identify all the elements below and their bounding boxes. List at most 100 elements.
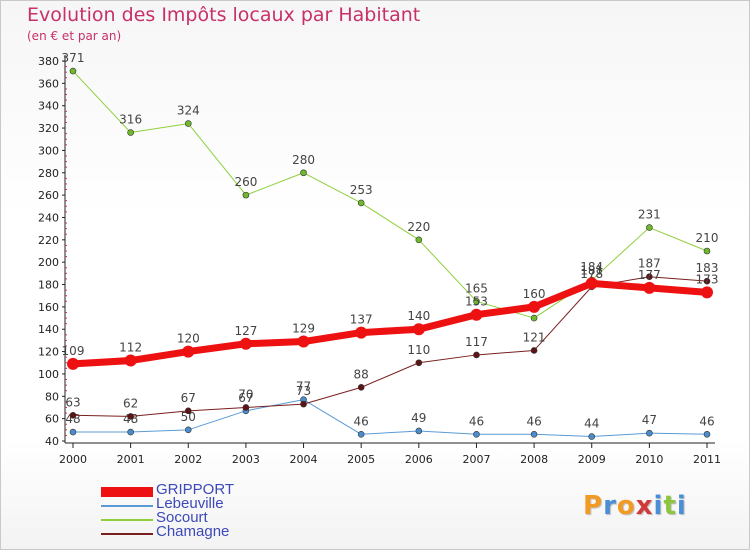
series-line-lebeuville — [72, 399, 708, 438]
data-label-chamagne: 117 — [465, 335, 488, 349]
data-label-chamagne: 63 — [65, 395, 80, 409]
data-point-socourt — [69, 67, 77, 75]
data-point-socourt — [242, 191, 250, 199]
data-point-lebeuville — [473, 430, 480, 438]
x-tick-label: 2010 — [635, 453, 663, 466]
x-tick-label: 2007 — [462, 453, 490, 466]
data-point-chamagne — [184, 407, 192, 415]
data-point-gripport — [470, 308, 483, 321]
data-point-socourt — [473, 297, 480, 305]
data-label-gripport: 177 — [638, 268, 661, 282]
y-tick-label: 260 — [38, 189, 59, 202]
x-tick-label: 2009 — [578, 453, 606, 466]
data-label-socourt: 316 — [119, 113, 142, 127]
x-tick-label: 2006 — [405, 453, 433, 466]
data-label-lebeuville: 46 — [526, 414, 541, 428]
y-tick-label: 140 — [38, 323, 59, 336]
data-label-chamagne: 62 — [123, 396, 138, 410]
data-label-chamagne: 183 — [696, 261, 719, 275]
data-label-gripport: 181 — [580, 263, 603, 277]
data-point-chamagne — [415, 359, 423, 367]
legend-item-chamagne: Chamagne — [101, 523, 361, 541]
logo-letter: r — [603, 491, 617, 521]
x-tick-label: 2011 — [693, 453, 721, 466]
y-tick-label: 340 — [38, 100, 59, 113]
data-label-gripport: 140 — [407, 309, 430, 323]
data-label-gripport: 109 — [62, 344, 85, 358]
data-label-socourt: 253 — [350, 183, 373, 197]
legend-swatch — [101, 505, 153, 507]
data-point-chamagne — [300, 400, 307, 408]
data-point-chamagne — [703, 277, 711, 285]
data-label-lebeuville: 46 — [699, 414, 714, 428]
x-tick-label: 2005 — [347, 453, 375, 466]
data-point-gripport — [297, 335, 310, 348]
data-label-chamagne: 73 — [296, 384, 311, 398]
legend-label: GRIPPORT — [156, 481, 235, 498]
y-tick-label: 300 — [38, 144, 59, 157]
data-label-socourt: 280 — [292, 153, 315, 167]
logo-letter: P — [583, 491, 604, 521]
data-label-gripport: 127 — [234, 324, 257, 338]
series-line-gripport — [69, 279, 711, 368]
data-point-socourt — [300, 169, 307, 177]
data-point-gripport — [585, 277, 598, 290]
data-label-chamagne: 67 — [181, 391, 196, 405]
data-label-gripport: 173 — [696, 272, 719, 286]
data-point-lebeuville — [646, 429, 653, 437]
data-point-lebeuville — [530, 430, 538, 438]
y-tick-label: 100 — [38, 368, 59, 381]
legend-swatch — [101, 519, 153, 521]
data-point-lebeuville — [127, 428, 134, 436]
data-point-socourt — [415, 236, 423, 244]
logo-letter: x — [635, 491, 654, 521]
y-tick-label: 80 — [45, 390, 59, 403]
chart-subtitle: (en € et par an) — [27, 29, 122, 43]
data-point-gripport — [643, 281, 656, 294]
y-tick-label: 360 — [38, 77, 59, 90]
x-tick-label: 2001 — [117, 453, 145, 466]
x-tick-label: 2000 — [59, 453, 87, 466]
legend-item-socourt: Socourt — [101, 509, 361, 527]
x-tick-label: 2003 — [232, 453, 260, 466]
data-point-lebeuville — [357, 430, 365, 438]
data-point-gripport — [701, 286, 713, 299]
data-label-socourt: 220 — [407, 220, 430, 234]
legend-label: Chamagne — [156, 523, 230, 540]
chart-title: Evolution des Impôts locaux par Habitant — [27, 4, 421, 26]
data-label-chamagne: 187 — [638, 257, 661, 271]
legend-swatch — [101, 487, 153, 497]
data-label-lebeuville: 49 — [411, 411, 426, 425]
y-tick-label: 180 — [38, 279, 59, 292]
data-point-lebeuville — [588, 433, 596, 440]
data-point-socourt — [357, 199, 365, 207]
data-label-chamagne: 70 — [238, 387, 253, 401]
data-label-lebeuville: 67 — [238, 391, 253, 405]
data-point-chamagne — [127, 413, 134, 420]
y-tick-label: 40 — [45, 435, 59, 448]
series-line-chamagne — [72, 276, 708, 417]
legend-item-lebeuville: Lebeuville — [101, 495, 361, 513]
data-point-gripport — [124, 354, 137, 367]
y-tick-label: 280 — [38, 167, 59, 180]
logo-letter: i — [653, 491, 664, 521]
data-point-gripport — [412, 323, 425, 336]
proxiti-logo[interactable]: Proxiti — [583, 491, 687, 521]
data-point-gripport — [182, 345, 195, 358]
x-tick-label: 2002 — [174, 453, 202, 466]
data-label-chamagne: 88 — [354, 367, 369, 381]
y-tick-label: 120 — [38, 346, 59, 359]
legend-swatch — [101, 533, 153, 535]
data-point-gripport — [355, 326, 368, 339]
data-point-lebeuville — [703, 430, 711, 438]
data-label-socourt: 165 — [465, 281, 488, 295]
data-point-socourt — [646, 224, 653, 231]
data-label-lebeuville: 47 — [642, 413, 657, 427]
legend-label: Socourt — [156, 509, 208, 526]
y-tick-label: 240 — [38, 211, 59, 224]
data-label-chamagne: 178 — [580, 267, 603, 281]
series-lebeuville: 484850677746494646444746 — [65, 380, 715, 440]
data-label-gripport: 153 — [465, 295, 488, 309]
